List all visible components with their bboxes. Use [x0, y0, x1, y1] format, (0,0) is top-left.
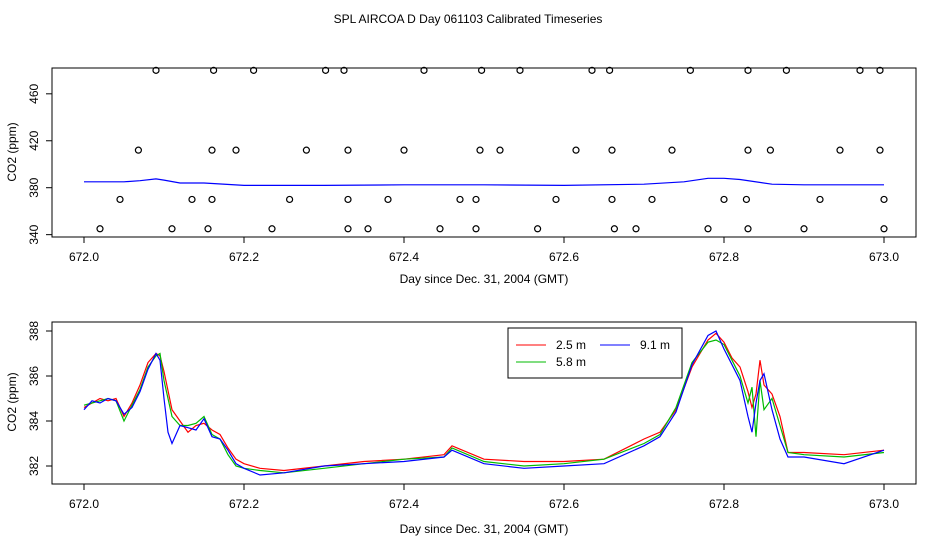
calibration-point [668, 146, 676, 154]
calibration-point [782, 66, 791, 74]
x-tick-label: 672.2 [229, 497, 259, 511]
figure-title: SPL AIRCOA D Day 061103 Calibrated Times… [334, 12, 603, 26]
calibration-point [472, 225, 480, 233]
calibration-point [286, 195, 294, 204]
calibration-point [744, 146, 752, 154]
x-tick-label: 672.4 [389, 250, 419, 264]
calibration-point [436, 225, 444, 233]
calibration-point [302, 146, 310, 154]
calibration-panel: Day since Dec. 31, 2004 (GMT) CO2 (ppm) … [5, 66, 917, 286]
calibration-point [880, 225, 888, 233]
calibration-point [152, 66, 160, 74]
calibration-point [472, 195, 480, 204]
calibration-point [168, 225, 176, 233]
calibration-point [572, 146, 580, 154]
calibration-point [742, 195, 751, 204]
y-axis-label: CO2 (ppm) [5, 122, 19, 181]
calibration-point [188, 195, 196, 204]
calibration-point [456, 195, 464, 204]
calibration-point [476, 146, 484, 154]
y-tick-label: 420 [27, 130, 41, 150]
calibration-point [344, 195, 352, 204]
calibration-point [605, 66, 614, 74]
legend-label-5-8m: 5.8 m [556, 355, 586, 369]
calibration-point [208, 146, 216, 154]
calibration-point [364, 225, 372, 233]
calibration-point [552, 195, 560, 204]
x-tick-label: 672.6 [549, 497, 579, 511]
calibration-point [322, 66, 330, 74]
x-axis-label: Day since Dec. 31, 2004 (GMT) [400, 272, 569, 286]
y-tick-label: 382 [27, 456, 41, 476]
calibration-point [420, 66, 428, 74]
y-tick-label: 460 [27, 83, 41, 103]
calibration-point [516, 66, 524, 74]
calibration-point [400, 146, 408, 154]
series-line-2-5-m [83, 332, 885, 472]
calibration-point [344, 146, 352, 154]
y-tick-label: 340 [27, 224, 41, 244]
x-tick-label: 672.6 [549, 250, 579, 264]
calibration-point [720, 195, 728, 204]
calibration-point [876, 146, 884, 154]
series-line-5-8-m [83, 339, 885, 474]
y-tick-label: 384 [27, 411, 41, 431]
calibration-point [856, 66, 864, 74]
x-tick-label: 673.0 [869, 250, 899, 264]
calibration-point [836, 146, 844, 154]
calibration-point [632, 225, 640, 233]
legend-box [507, 327, 683, 379]
y-tick-label: 388 [27, 321, 41, 341]
calibration-point [608, 146, 616, 154]
x-tick-label: 672.2 [229, 250, 259, 264]
x-tick-label: 672.0 [69, 250, 99, 264]
calibration-point [800, 225, 808, 233]
y-tick-label: 386 [27, 366, 41, 386]
calibration-point [116, 195, 124, 204]
calibration-point [134, 146, 142, 154]
calibration-point [704, 225, 712, 233]
y-tick-label: 380 [27, 177, 41, 197]
calibration-point [744, 225, 752, 233]
calibration-point [876, 66, 884, 74]
calibration-point [210, 66, 218, 74]
tower-levels-panel: Day since Dec. 31, 2004 (GMT) CO2 (ppm) … [5, 321, 917, 536]
x-axis-label: Day since Dec. 31, 2004 (GMT) [400, 522, 569, 536]
calibration-point [766, 146, 775, 154]
legend: 2.5 m 5.8 m 9.1 m [507, 327, 683, 379]
calibration-point [648, 195, 656, 204]
x-tick-label: 672.4 [389, 497, 419, 511]
series-line-ambient [84, 177, 884, 187]
plot-frame [51, 321, 917, 485]
calibration-point [610, 225, 619, 233]
calibration-point [608, 195, 616, 204]
calibration-point [208, 195, 216, 204]
calibration-point [268, 225, 276, 233]
calibration-point [478, 66, 486, 74]
calibration-point [96, 225, 104, 233]
calibration-point [588, 66, 596, 74]
legend-label-2-5m: 2.5 m [556, 338, 586, 352]
y-axis-label: CO2 (ppm) [5, 372, 19, 431]
calibration-point [533, 225, 542, 233]
calibration-point [344, 225, 352, 233]
x-tick-label: 672.0 [69, 497, 99, 511]
calibration-point [496, 146, 504, 154]
x-tick-label: 673.0 [869, 497, 899, 511]
plot-frame [51, 67, 917, 238]
calibration-point [384, 195, 392, 204]
calibration-point [340, 66, 348, 74]
calibration-point [880, 195, 888, 204]
x-tick-label: 672.8 [709, 250, 739, 264]
x-tick-label: 672.8 [709, 497, 739, 511]
calibration-point [250, 66, 258, 74]
calibration-point [744, 66, 752, 74]
calibration-point [686, 66, 695, 74]
calibration-point [816, 195, 824, 204]
series-line-9-1-m [83, 330, 885, 476]
legend-label-9-1m: 9.1 m [640, 338, 670, 352]
calibration-point [232, 146, 240, 154]
calibration-point [204, 225, 212, 233]
